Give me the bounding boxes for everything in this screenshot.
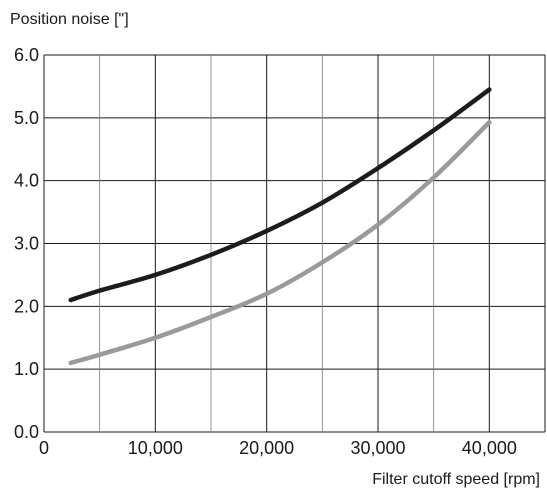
y-tick-label: 5.0 — [14, 108, 39, 128]
x-tick-label: 20,000 — [239, 438, 294, 458]
x-axis-title: Filter cutoff speed [rpm] — [372, 471, 540, 488]
y-tick-label: 6.0 — [14, 45, 39, 65]
y-axis-title: Position noise ["] — [10, 11, 129, 28]
x-tick-label: 0 — [39, 438, 49, 458]
y-tick-label: 2.0 — [14, 296, 39, 316]
tick-labels: 0.0 1.0 2.0 3.0 4.0 5.0 6.0 0 10,000 20,000 30,000… — [14, 45, 517, 458]
series-group — [68, 87, 492, 366]
x-tick-label: 30,000 — [350, 438, 405, 458]
grid — [43, 54, 546, 433]
y-tick-label: 3.0 — [14, 234, 39, 254]
y-tick-label: 4.0 — [14, 171, 39, 191]
x-tick-label: 10,000 — [128, 438, 183, 458]
series-line-2 — [68, 119, 492, 366]
series-line-1 — [68, 87, 492, 303]
y-tick-label: 1.0 — [14, 359, 39, 379]
x-tick-label: 40,000 — [462, 438, 517, 458]
y-tick-label: 0.0 — [14, 422, 39, 442]
